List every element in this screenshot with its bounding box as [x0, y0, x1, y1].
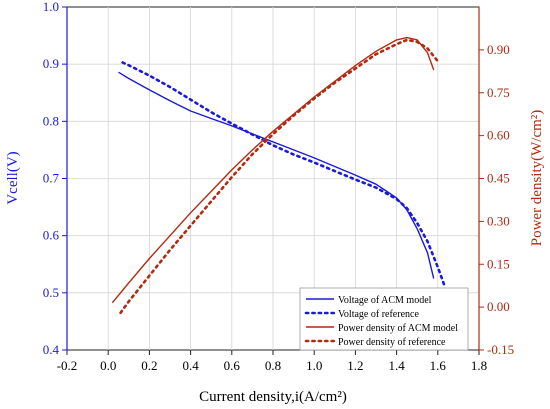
right-y-tick-label: 0.15: [487, 256, 510, 271]
x-tick-label: 0.6: [224, 358, 241, 373]
right-y-tick-label: -0.15: [487, 342, 514, 357]
x-tick-label: 0.2: [141, 358, 157, 373]
legend-label-voltage-ref: Voltage of reference: [338, 309, 419, 320]
left-y-tick-label: 0.6: [43, 228, 60, 243]
right-y-tick-label: 0.75: [487, 85, 510, 100]
left-y-axis-title: Vcell(V): [5, 151, 21, 204]
x-tick-label: -0.2: [57, 358, 78, 373]
right-y-tick-label: 0.60: [487, 128, 510, 143]
x-axis-ticks: -0.2 0.0 0.2 0.4 0.6 0.8 1.0 1.2 1.4 1.6 1.8: [57, 350, 487, 373]
series-line-3: [119, 38, 440, 315]
x-tick-label: 1.4: [388, 358, 405, 373]
left-y-tick-label: 0.8: [43, 113, 59, 128]
x-tick-label: 0.8: [265, 358, 281, 373]
x-tick-label: 1.0: [306, 358, 322, 373]
x-tick-label: 1.2: [347, 358, 363, 373]
x-tick-label: 0.0: [100, 358, 116, 373]
right-y-tick-label: 0.00: [487, 299, 510, 314]
left-y-tick-label: 0.7: [43, 171, 60, 186]
series-lines: [111, 36, 446, 315]
x-tick-label: 1.8: [471, 358, 487, 373]
left-y-tick-label: 1.0: [43, 0, 59, 14]
legend: Voltage of ACM model Voltage of referenc…: [299, 287, 469, 351]
right-y-axis-ticks: -0.15 0.00 0.15 0.30 0.45 0.60 0.75 0.90: [479, 42, 514, 357]
right-y-tick-label: 0.90: [487, 42, 510, 57]
right-y-tick-label: 0.30: [487, 213, 510, 228]
x-tick-label: 1.6: [430, 358, 447, 373]
legend-label-power-acm: Power density of ACM model: [338, 323, 458, 334]
legend-label-power-ref: Power density of reference: [338, 337, 446, 348]
x-tick-label: 0.4: [182, 358, 199, 373]
left-y-axis-ticks: 0.4 0.5 0.6 0.7 0.8 0.9 1.0: [43, 0, 67, 357]
left-y-tick-label: 0.9: [43, 56, 59, 71]
x-axis-title: Current density,i(A/cm²): [199, 389, 347, 405]
right-y-axis-title: Power density(W/cm²): [529, 110, 545, 247]
right-y-tick-label: 0.45: [487, 171, 510, 186]
series-line-1: [121, 61, 446, 286]
legend-label-voltage-acm: Voltage of ACM model: [338, 295, 432, 306]
series-line-0: [118, 71, 435, 279]
left-y-tick-label: 0.4: [43, 342, 60, 357]
left-y-tick-label: 0.5: [43, 285, 59, 300]
